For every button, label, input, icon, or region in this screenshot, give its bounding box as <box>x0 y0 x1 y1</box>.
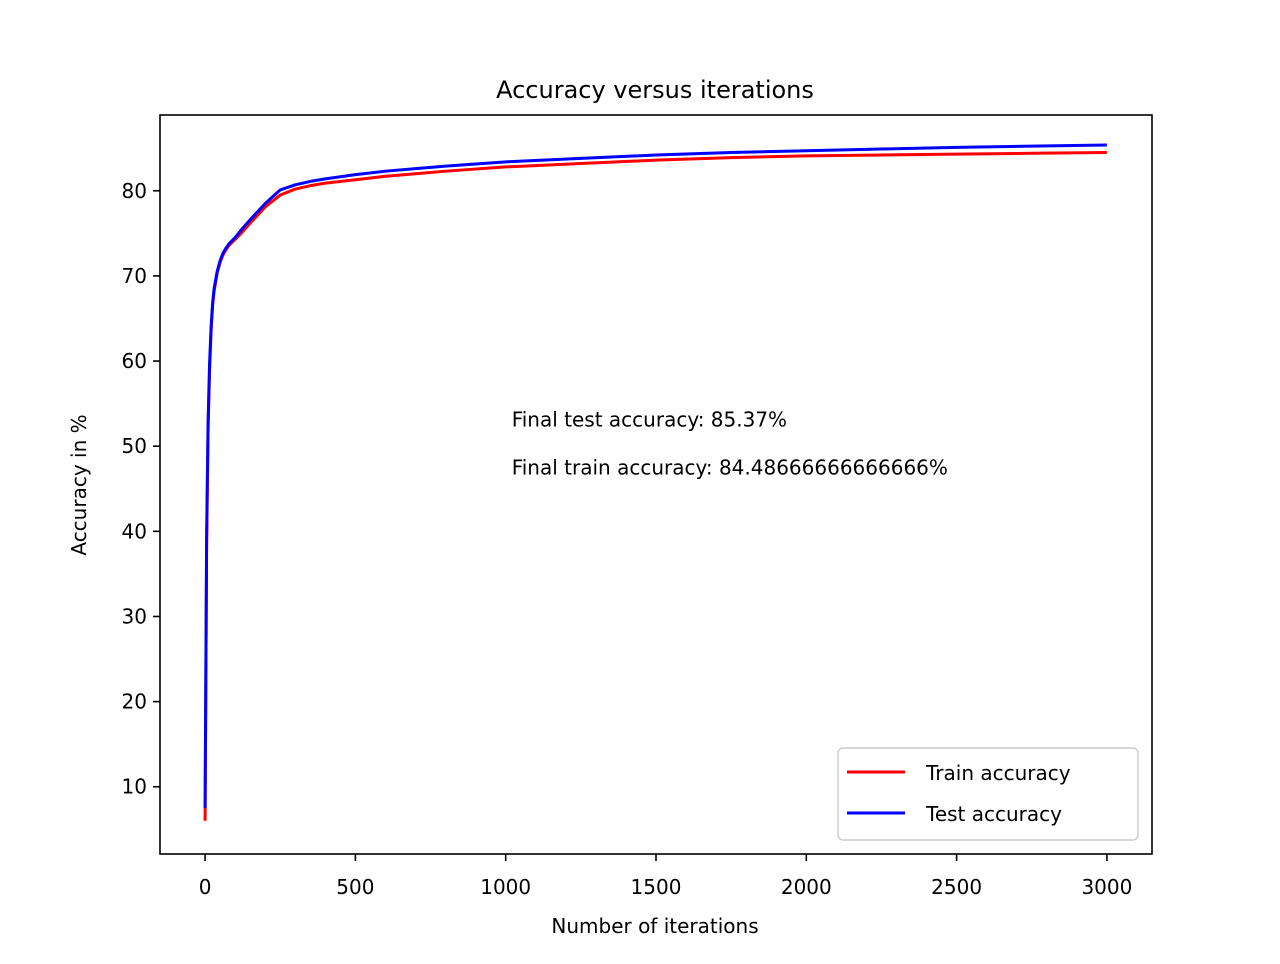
y-axis: 10 20 30 40 50 60 70 80 <box>122 179 160 799</box>
x-tick-label: 2500 <box>931 875 982 899</box>
x-axis-label: Number of iterations <box>551 914 758 938</box>
x-tick-label: 2000 <box>781 875 832 899</box>
legend-label-train: Train accuracy <box>925 761 1071 785</box>
y-tick-label: 30 <box>122 604 147 628</box>
y-tick-label: 60 <box>122 349 147 373</box>
annotation-layer: Final test accuracy: 85.37% Final train a… <box>512 408 948 480</box>
y-tick-label: 80 <box>122 179 147 203</box>
final-test-accuracy-annotation: Final test accuracy: 85.37% <box>512 408 787 432</box>
y-axis-label: Accuracy in % <box>67 414 91 555</box>
x-tick-label: 0 <box>199 875 212 899</box>
final-train-accuracy-annotation: Final train accuracy: 84.48666666666666% <box>512 455 948 479</box>
legend: Train accuracy Test accuracy <box>837 747 1139 841</box>
y-tick-label: 40 <box>122 519 147 543</box>
y-tick-label: 50 <box>122 434 147 458</box>
x-tick-label: 1500 <box>631 875 682 899</box>
x-tick-label: 3000 <box>1081 875 1132 899</box>
legend-box <box>837 747 1139 841</box>
x-tick-label: 500 <box>336 875 374 899</box>
series-layer <box>203 143 1107 821</box>
test-accuracy-line <box>203 143 1107 809</box>
x-tick-label: 1000 <box>480 875 531 899</box>
y-tick-label: 70 <box>122 264 147 288</box>
chart-title: Accuracy versus iterations <box>496 76 814 104</box>
x-axis: 0 500 1000 1500 2000 2500 3000 <box>199 854 1132 899</box>
y-tick-label: 20 <box>122 690 147 714</box>
legend-label-test: Test accuracy <box>925 802 1062 826</box>
y-tick-label: 10 <box>122 775 147 799</box>
